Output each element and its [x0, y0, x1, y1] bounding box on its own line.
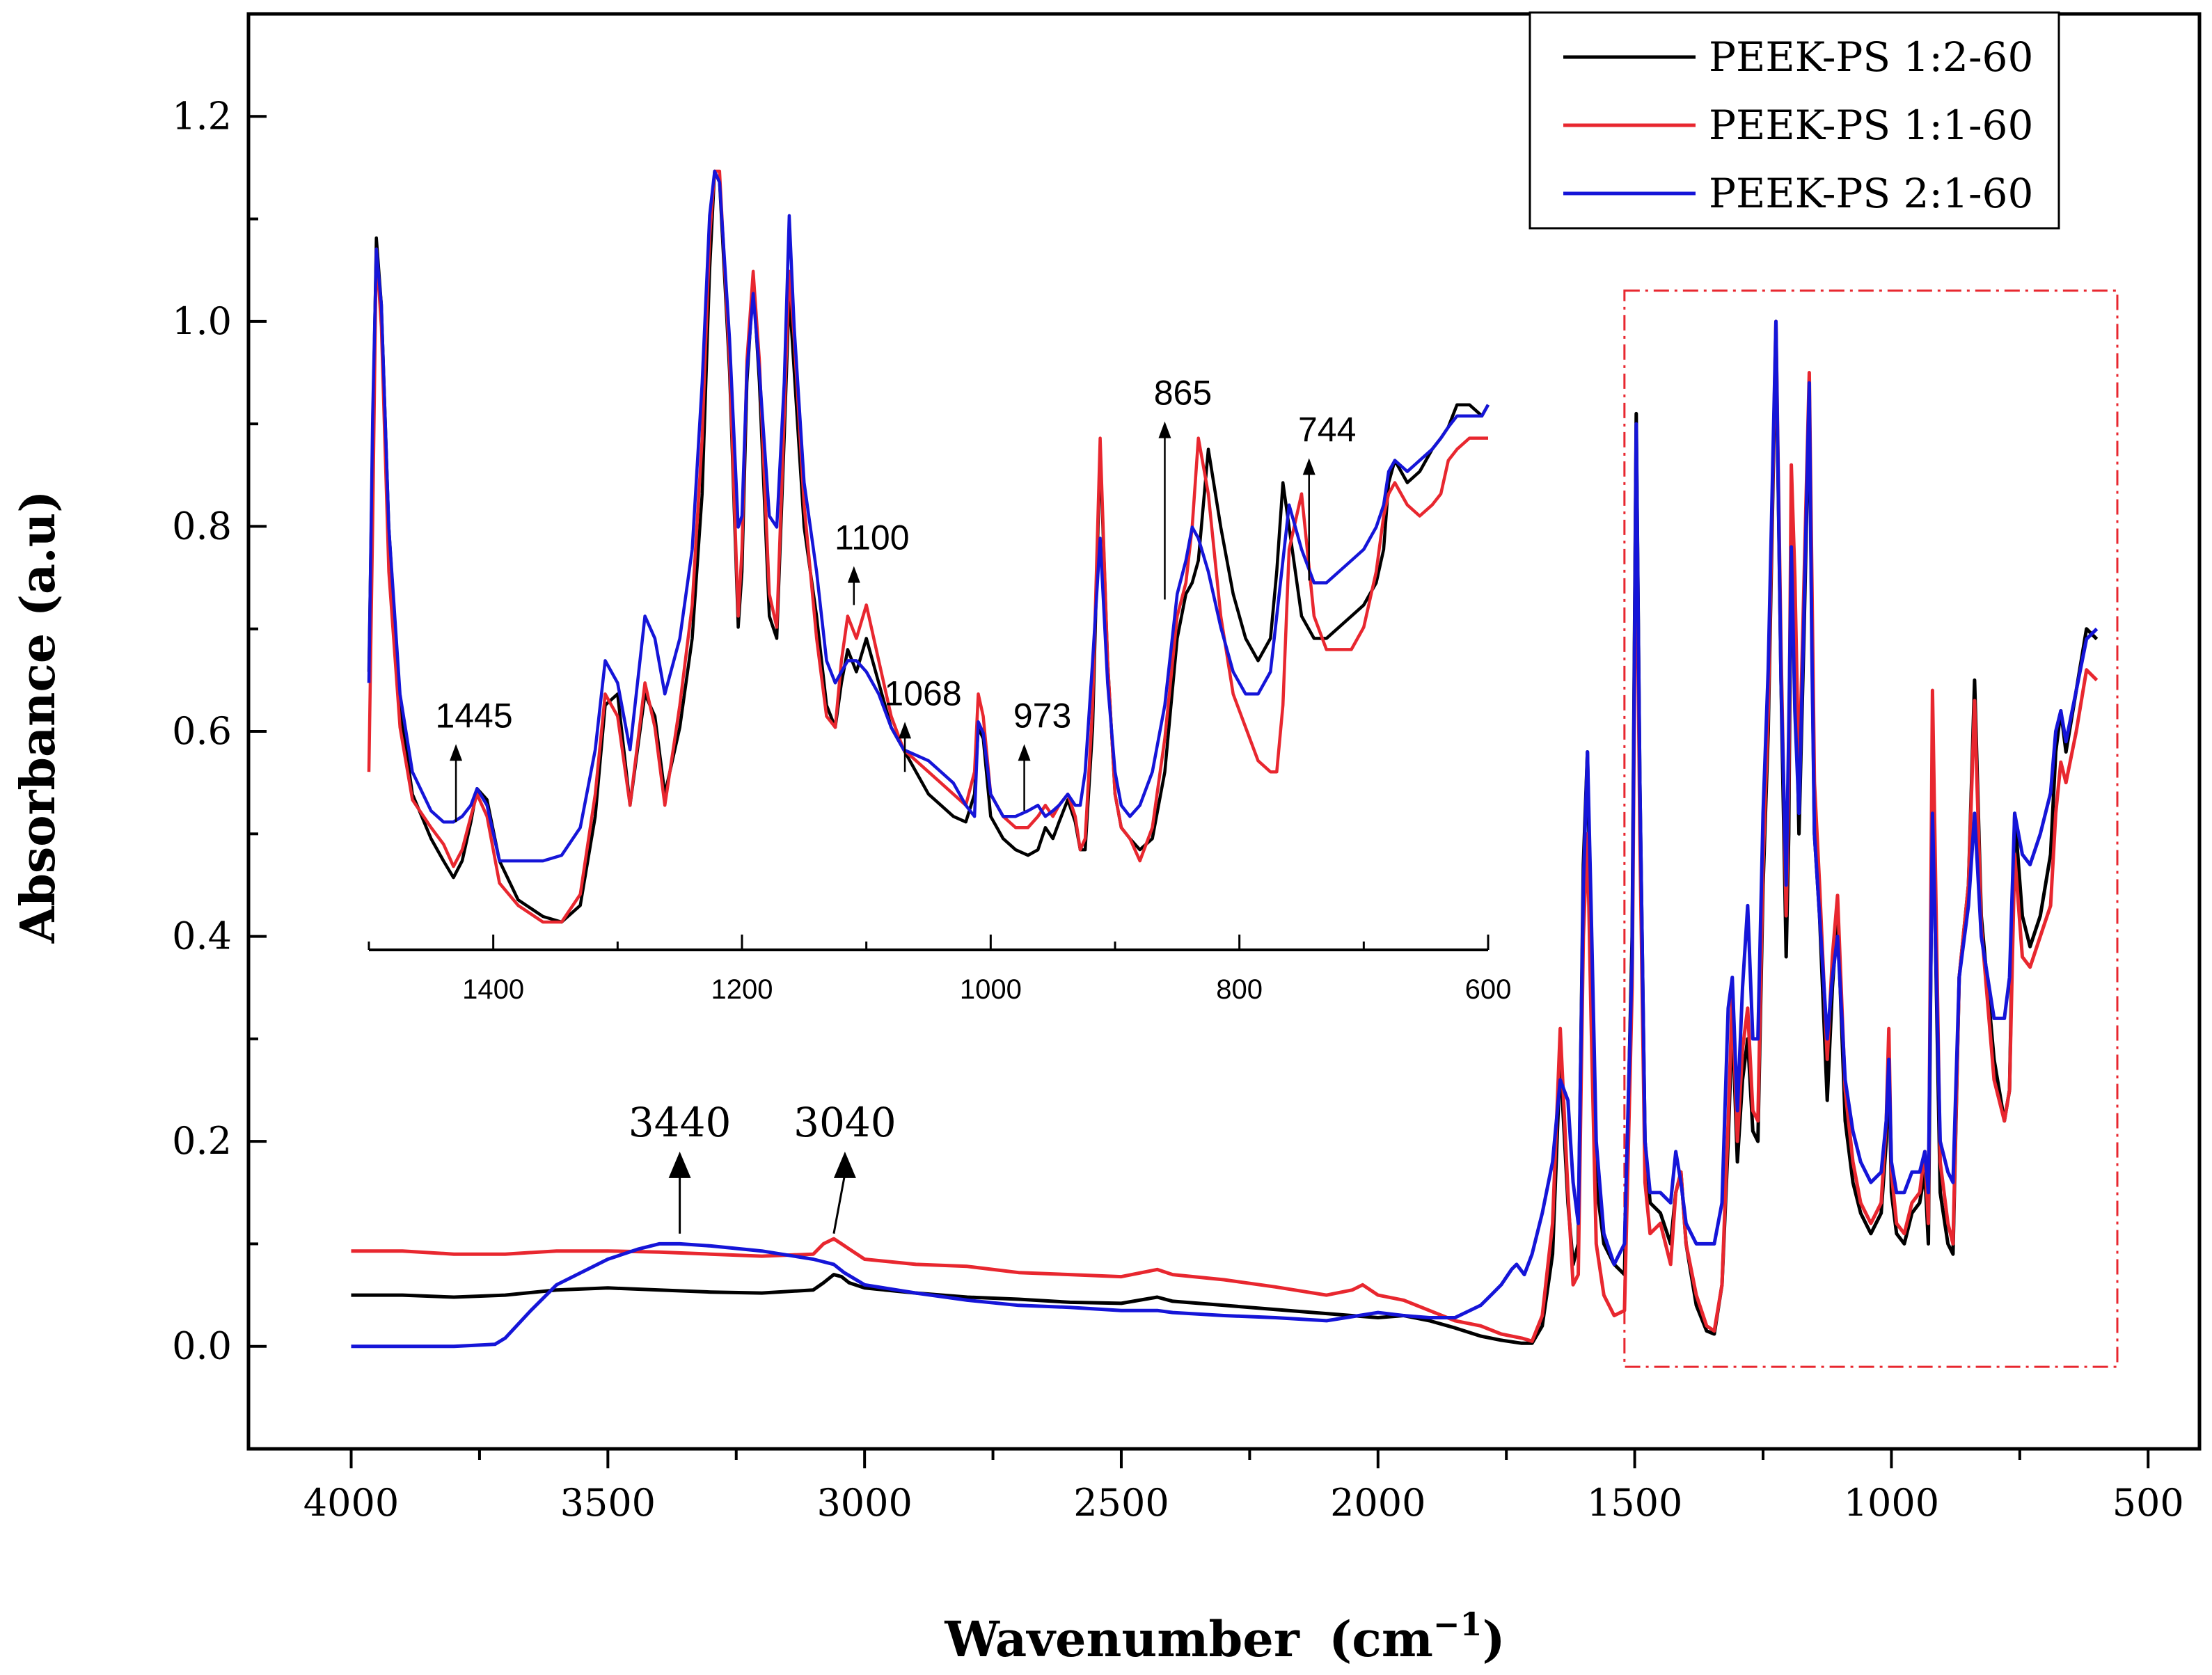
x-axis-label-name: Wavenumber: [944, 1610, 1299, 1668]
inset-annotation-label: 1100: [835, 518, 910, 557]
annotation-arrow-head: [668, 1151, 691, 1178]
x-tick-label: 4000: [303, 1481, 399, 1525]
y-axis-label: Absorbance (a.u): [10, 491, 66, 944]
inset-annotation-label: 865: [1154, 374, 1212, 413]
annotation-label: 3440: [629, 1099, 732, 1146]
x-axis-label-superscript: −1: [1433, 1605, 1483, 1643]
inset-x-tick-label: 600: [1465, 974, 1512, 1005]
y-tick-label: 1.0: [172, 299, 232, 343]
inset-annotation-label: 973: [1013, 696, 1071, 735]
highlight-region-box: [1623, 289, 2119, 1368]
inset-x-tick-label: 800: [1216, 974, 1263, 1005]
x-axis-label: Wavenumber (cm−1): [944, 1605, 1505, 1668]
inset-annotation-arrow-head: [450, 744, 463, 761]
legend-label-3: PEEK-PS 2:1-60: [1709, 170, 2033, 217]
x-tick-label: 2500: [1073, 1481, 1169, 1525]
inset-annotation-label: 1445: [435, 696, 512, 735]
y-tick-label: 0.4: [172, 914, 232, 958]
inset-annotation-label: 1068: [884, 674, 961, 713]
inset-annotation-label: 744: [1298, 410, 1356, 449]
inset-x-tick-label: 1000: [960, 974, 1022, 1005]
x-tick-label: 1000: [1844, 1481, 1939, 1525]
legend-label-1: PEEK-PS 1:2-60: [1709, 33, 2033, 81]
x-tick-label: 1500: [1587, 1481, 1682, 1525]
inset-plot: 1400 1200 1000 800 600 1445 1100 1068 973 865 744: [367, 169, 1512, 1005]
main-plot: 0.0 0.2 0.4 0.6 0.8 1.0 1.2 4000 3500 3000 2500 200…: [172, 12, 2202, 1525]
inset-x-tick-label: 1200: [711, 974, 773, 1005]
series-line-3: [351, 319, 2099, 1349]
inset-series-line-3: [367, 169, 1490, 863]
y-tick-label: 0.8: [172, 504, 232, 548]
legend-label-2: PEEK-PS 1:1-60: [1709, 102, 2033, 149]
annotation-arrow-shaft: [832, 1173, 846, 1234]
x-tick-label: 3000: [816, 1481, 912, 1525]
x-tick-label: 500: [2112, 1481, 2184, 1525]
x-tick-label: 2000: [1330, 1481, 1425, 1525]
inset-annotation-arrow-head: [1018, 744, 1031, 761]
inset-annotation-arrow-head: [899, 722, 912, 739]
inset-annotation-arrow-head: [1302, 458, 1316, 475]
x-axis-label-unit: (cm: [1329, 1610, 1433, 1668]
y-tick-label: 0.0: [172, 1324, 232, 1368]
annotation-arrow-head: [833, 1151, 856, 1178]
inset-annotation-arrow-head: [1158, 421, 1171, 438]
y-tick-label: 1.2: [172, 94, 232, 138]
inset-series-line-2: [367, 169, 1488, 924]
inset-series-line-1: [367, 169, 1490, 924]
y-tick-label: 0.6: [172, 709, 232, 753]
y-tick-label: 0.2: [172, 1119, 232, 1163]
inset-x-tick-label: 1400: [462, 974, 524, 1005]
x-tick-label: 3500: [560, 1481, 656, 1525]
annotation-label: 3040: [793, 1099, 896, 1146]
x-axis-label-close: ): [1482, 1610, 1505, 1668]
inset-annotation-arrow-head: [847, 566, 860, 583]
legend: PEEK-PS 1:2-60 PEEK-PS 1:1-60 PEEK-PS 2:1-…: [1528, 11, 2060, 230]
